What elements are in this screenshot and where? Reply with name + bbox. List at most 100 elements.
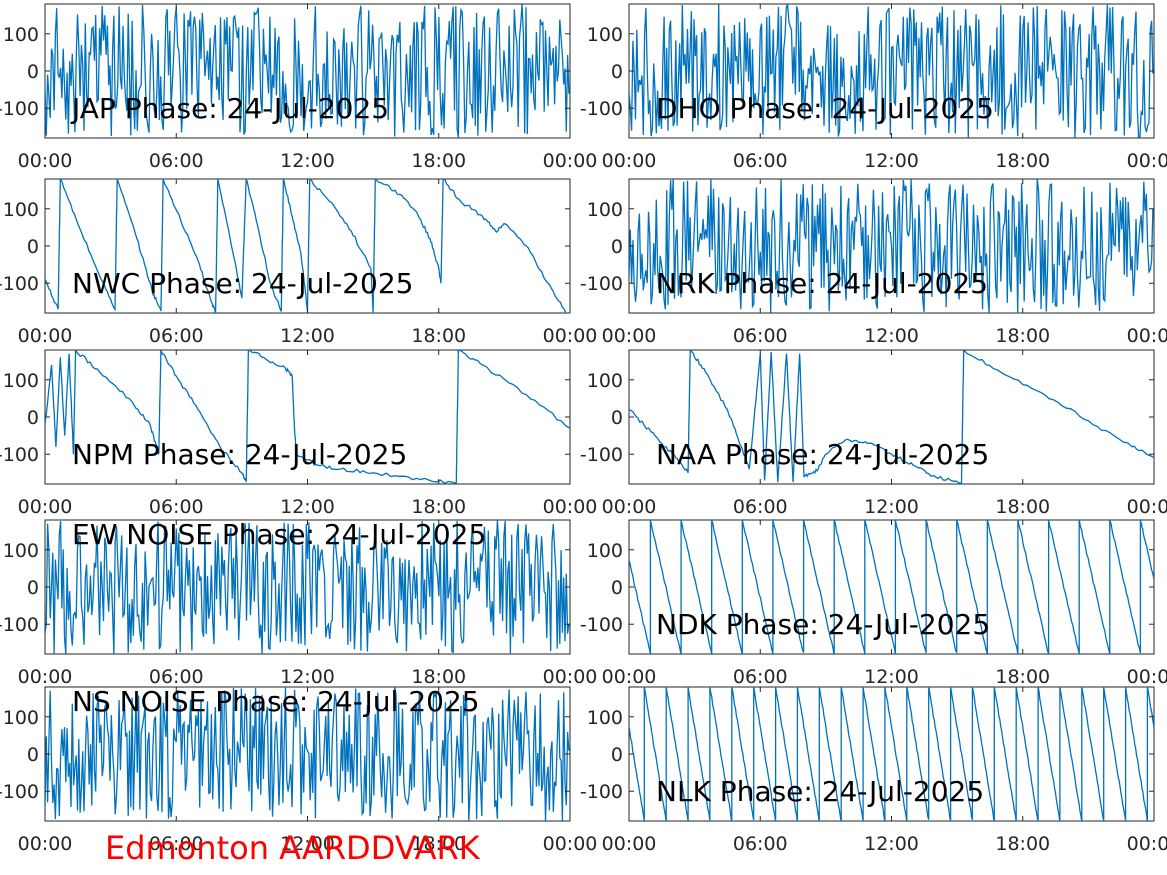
x-tick-label: 00:00 bbox=[18, 325, 73, 347]
y-tick-label: -100 bbox=[0, 98, 39, 120]
y-tick-label: 100 bbox=[3, 707, 39, 729]
y-tick-label: 0 bbox=[611, 61, 623, 83]
x-tick-label: 12:00 bbox=[864, 833, 919, 855]
x-tick-label: 06:00 bbox=[733, 150, 788, 172]
x-tick-label: 18:00 bbox=[411, 666, 466, 688]
phase-panel-4: 100 0 -100 00:00 06:00 12:00 18:00 00:00 NPM Pha… bbox=[0, 349, 598, 518]
x-tick-label: 18:00 bbox=[995, 325, 1050, 347]
y-tick-label: -100 bbox=[0, 781, 39, 803]
y-tick-label: -100 bbox=[580, 98, 623, 120]
x-tick-label: 18:00 bbox=[995, 666, 1050, 688]
y-tick-label: 0 bbox=[27, 407, 39, 429]
axes-box bbox=[628, 349, 1155, 485]
x-tick-label: 06:00 bbox=[149, 325, 204, 347]
phase-panel-2: 100 0 -100 00:00 06:00 12:00 18:00 00:00 NWC Pha… bbox=[0, 178, 598, 347]
x-tick-label: 00:00 bbox=[18, 150, 73, 172]
y-tick-label: -100 bbox=[0, 444, 39, 466]
x-tick-label: 00:00 bbox=[602, 150, 657, 172]
x-tick-label: 00:00 bbox=[1127, 833, 1167, 855]
y-tick-label: -100 bbox=[580, 781, 623, 803]
phase-panel-5: 100 0 -100 00:00 06:00 12:00 18:00 00:00 NAA Pha… bbox=[580, 349, 1167, 518]
y-tick-label: 0 bbox=[27, 236, 39, 258]
x-tick-label: 12:00 bbox=[864, 325, 919, 347]
y-tick-label: 100 bbox=[3, 540, 39, 562]
phase-series-line bbox=[629, 687, 1154, 821]
phase-series-line bbox=[45, 350, 570, 484]
panel-title: NPM Phase: 24-Jul-2025 bbox=[72, 438, 407, 471]
y-tick-label: -100 bbox=[580, 273, 623, 295]
panel-title: DHO Phase: 24-Jul-2025 bbox=[656, 92, 994, 125]
x-tick-label: 00:00 bbox=[1127, 666, 1167, 688]
y-tick-label: -100 bbox=[580, 614, 623, 636]
x-tick-label: 00:00 bbox=[602, 666, 657, 688]
panel-title: NS NOISE Phase: 24-Jul-2025 bbox=[72, 685, 480, 718]
x-tick-label: 12:00 bbox=[280, 150, 335, 172]
y-tick-label: -100 bbox=[580, 444, 623, 466]
axes-box bbox=[44, 349, 571, 485]
phase-series-line bbox=[629, 350, 1154, 484]
x-tick-label: 00:00 bbox=[18, 833, 73, 855]
x-tick-label: 00:00 bbox=[543, 325, 598, 347]
x-tick-label: 00:00 bbox=[602, 325, 657, 347]
phase-series-line bbox=[45, 179, 567, 313]
x-tick-label: 00:00 bbox=[602, 833, 657, 855]
y-tick-label: -100 bbox=[0, 614, 39, 636]
x-tick-label: 00:00 bbox=[1127, 496, 1167, 518]
x-tick-label: 06:00 bbox=[733, 666, 788, 688]
x-tick-label: 12:00 bbox=[864, 496, 919, 518]
x-tick-label: 06:00 bbox=[149, 150, 204, 172]
panel-title: NAA Phase: 24-Jul-2025 bbox=[656, 438, 989, 471]
y-tick-label: 100 bbox=[587, 199, 623, 221]
x-tick-label: 00:00 bbox=[543, 666, 598, 688]
y-tick-label: 0 bbox=[611, 407, 623, 429]
y-tick-label: 100 bbox=[3, 370, 39, 392]
x-tick-label: 00:00 bbox=[1127, 325, 1167, 347]
phase-panel-0: 100 0 -100 00:00 06:00 12:00 18:00 00:00 JAP Pha… bbox=[0, 3, 598, 172]
x-tick-label: 12:00 bbox=[864, 666, 919, 688]
y-tick-label: 100 bbox=[3, 24, 39, 46]
x-tick-label: 00:00 bbox=[602, 496, 657, 518]
x-tick-label: 12:00 bbox=[280, 666, 335, 688]
y-tick-label: 0 bbox=[27, 744, 39, 766]
phase-series-line bbox=[45, 687, 570, 821]
x-tick-label: 06:00 bbox=[149, 833, 204, 855]
y-tick-label: -100 bbox=[0, 273, 39, 295]
x-tick-label: 18:00 bbox=[411, 325, 466, 347]
x-tick-label: 18:00 bbox=[411, 496, 466, 518]
phase-series-line bbox=[629, 179, 1154, 313]
axes-box bbox=[628, 686, 1155, 822]
y-tick-label: 100 bbox=[587, 370, 623, 392]
x-tick-label: 18:00 bbox=[995, 833, 1050, 855]
y-tick-label: 0 bbox=[611, 577, 623, 599]
phase-panel-9: 100 0 -100 00:00 06:00 12:00 18:00 00:00 NLK Pha… bbox=[580, 686, 1167, 855]
panel-title: JAP Phase: 24-Jul-2025 bbox=[70, 92, 389, 125]
x-tick-label: 06:00 bbox=[733, 496, 788, 518]
x-tick-label: 06:00 bbox=[149, 496, 204, 518]
x-tick-label: 12:00 bbox=[280, 496, 335, 518]
phase-panel-3: 100 0 -100 00:00 06:00 12:00 18:00 00:00 NRK Pha… bbox=[580, 178, 1167, 347]
x-tick-label: 00:00 bbox=[18, 666, 73, 688]
x-tick-label: 00:00 bbox=[18, 496, 73, 518]
phase-series-line bbox=[629, 4, 1154, 138]
x-tick-label: 06:00 bbox=[733, 325, 788, 347]
y-tick-label: 0 bbox=[611, 744, 623, 766]
y-tick-label: 0 bbox=[27, 61, 39, 83]
y-tick-label: 100 bbox=[587, 540, 623, 562]
x-tick-label: 06:00 bbox=[733, 833, 788, 855]
phase-series-line bbox=[45, 520, 570, 654]
panel-title: NDK Phase: 24-Jul-2025 bbox=[656, 608, 990, 641]
phase-series-line bbox=[629, 520, 1154, 654]
panel-title: EW NOISE Phase: 24-Jul-2025 bbox=[72, 518, 486, 551]
x-tick-label: 00:00 bbox=[543, 496, 598, 518]
x-tick-label: 18:00 bbox=[995, 150, 1050, 172]
x-tick-label: 18:00 bbox=[995, 496, 1050, 518]
x-tick-label: 18:00 bbox=[411, 833, 466, 855]
y-tick-label: 0 bbox=[611, 236, 623, 258]
x-tick-label: 00:00 bbox=[543, 150, 598, 172]
y-tick-label: 0 bbox=[27, 577, 39, 599]
panel-title: NWC Phase: 24-Jul-2025 bbox=[72, 267, 413, 300]
x-tick-label: 06:00 bbox=[149, 666, 204, 688]
phase-series-line bbox=[45, 4, 570, 138]
phase-panel-8: 100 0 -100 00:00 06:00 12:00 18:00 00:00 NS NOIS… bbox=[0, 685, 597, 855]
